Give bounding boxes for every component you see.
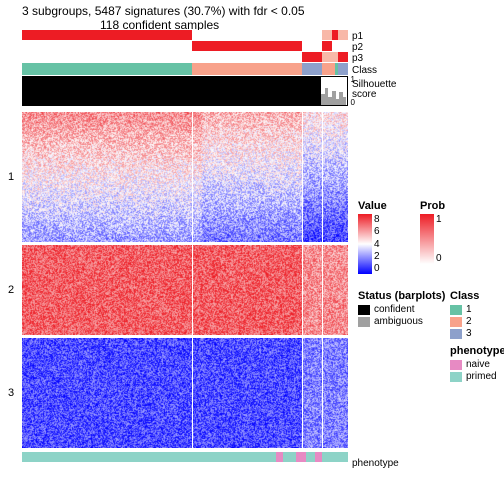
value-legend-title: Value [358, 200, 387, 212]
legend-label: 2 [466, 316, 472, 327]
track-segment [22, 41, 192, 51]
heatmap-group-label: 3 [8, 387, 14, 399]
legend-swatch [450, 372, 462, 382]
heatmap-divider [192, 112, 193, 448]
track-segment [302, 30, 322, 40]
legend-item: 1 [450, 304, 479, 315]
legend-label: 1 [466, 304, 472, 315]
silh-bar [343, 97, 347, 105]
value-legend: Value 86 420 [358, 200, 387, 274]
prob-tick: 0 [436, 253, 442, 264]
heatmap-divider [322, 112, 323, 448]
track-segment [338, 52, 348, 62]
heatmap-group-label: 2 [8, 284, 14, 296]
legend-item: 3 [450, 328, 479, 339]
legend-swatch [358, 317, 370, 327]
track-segment [192, 63, 303, 75]
track-segment [306, 452, 316, 462]
prob-legend-title: Prob [420, 200, 445, 212]
track-segment [338, 41, 348, 51]
heatmap-divider [302, 112, 303, 448]
silhouette-track: 1 0 [22, 76, 348, 106]
class-legend-title: Class [450, 290, 479, 302]
track-segment [22, 52, 192, 62]
legend-swatch [450, 317, 462, 327]
value-tick: 2 [374, 251, 380, 262]
prob-gradient [420, 214, 434, 264]
legend-swatch [450, 305, 462, 315]
value-tick: 8 [374, 214, 380, 225]
legend-label: 3 [466, 328, 472, 339]
p3-label: p3 [352, 53, 363, 64]
track-segment [302, 41, 322, 51]
legend-label: primed [466, 371, 497, 382]
track-segment [192, 52, 303, 62]
heatmap-group-1 [22, 112, 348, 242]
legend-item: primed [450, 371, 504, 382]
legend-label: naive [466, 359, 490, 370]
track-segment [338, 30, 348, 40]
heatmap-group-2 [22, 245, 348, 335]
track-segment [22, 63, 192, 75]
track-segment [283, 452, 296, 462]
legend-item: ambiguous [358, 316, 445, 327]
phenotype-legend: phenotype naiveprimed [450, 345, 504, 383]
class-label: Class [352, 65, 377, 76]
legend-label: confident [374, 304, 415, 315]
status-legend-title: Status (barplots) [358, 290, 445, 302]
legend-item: 2 [450, 316, 479, 327]
value-tick: 4 [374, 239, 380, 250]
phenotype-track [22, 452, 348, 462]
legend-item: naive [450, 359, 504, 370]
p2-track [22, 41, 348, 51]
value-tick: 6 [374, 226, 380, 237]
track-segment [322, 52, 332, 62]
p3-track [22, 52, 348, 62]
silh-label: Silhouette score [352, 80, 396, 100]
heatmap: 123 [22, 112, 348, 448]
legend-item: confident [358, 304, 445, 315]
value-tick: 0 [374, 263, 380, 274]
track-segment [302, 52, 322, 62]
class-track [22, 63, 348, 75]
track-segment [192, 30, 303, 40]
track-segment [322, 452, 348, 462]
p1-track [22, 30, 348, 40]
p2-label: p2 [352, 42, 363, 53]
track-segment [322, 41, 332, 51]
track-segment [22, 30, 192, 40]
pheno-label: phenotype [352, 458, 399, 469]
class-legend: Class 123 [450, 290, 479, 340]
track-segment [296, 452, 306, 462]
track-segment [322, 63, 335, 75]
track-segment [192, 41, 303, 51]
main-column: 1 0 123 [22, 30, 348, 462]
heatmap-group-3 [22, 338, 348, 448]
title-line-1: 3 subgroups, 5487 signatures (30.7%) wit… [22, 4, 305, 18]
track-segment [22, 452, 276, 462]
prob-tick: 1 [436, 214, 442, 225]
phenotype-legend-title: phenotype [450, 345, 504, 357]
value-gradient [358, 214, 372, 274]
track-segment [322, 30, 332, 40]
legend-swatch [358, 305, 370, 315]
legend-swatch [450, 329, 462, 339]
track-segment [338, 63, 348, 75]
legend-swatch [450, 360, 462, 370]
track-segment [302, 63, 322, 75]
p1-label: p1 [352, 31, 363, 42]
status-legend: Status (barplots) confidentambiguous [358, 290, 445, 328]
legend-label: ambiguous [374, 316, 423, 327]
prob-legend: Prob 1 0 [420, 200, 445, 264]
heatmap-group-label: 1 [8, 171, 14, 183]
